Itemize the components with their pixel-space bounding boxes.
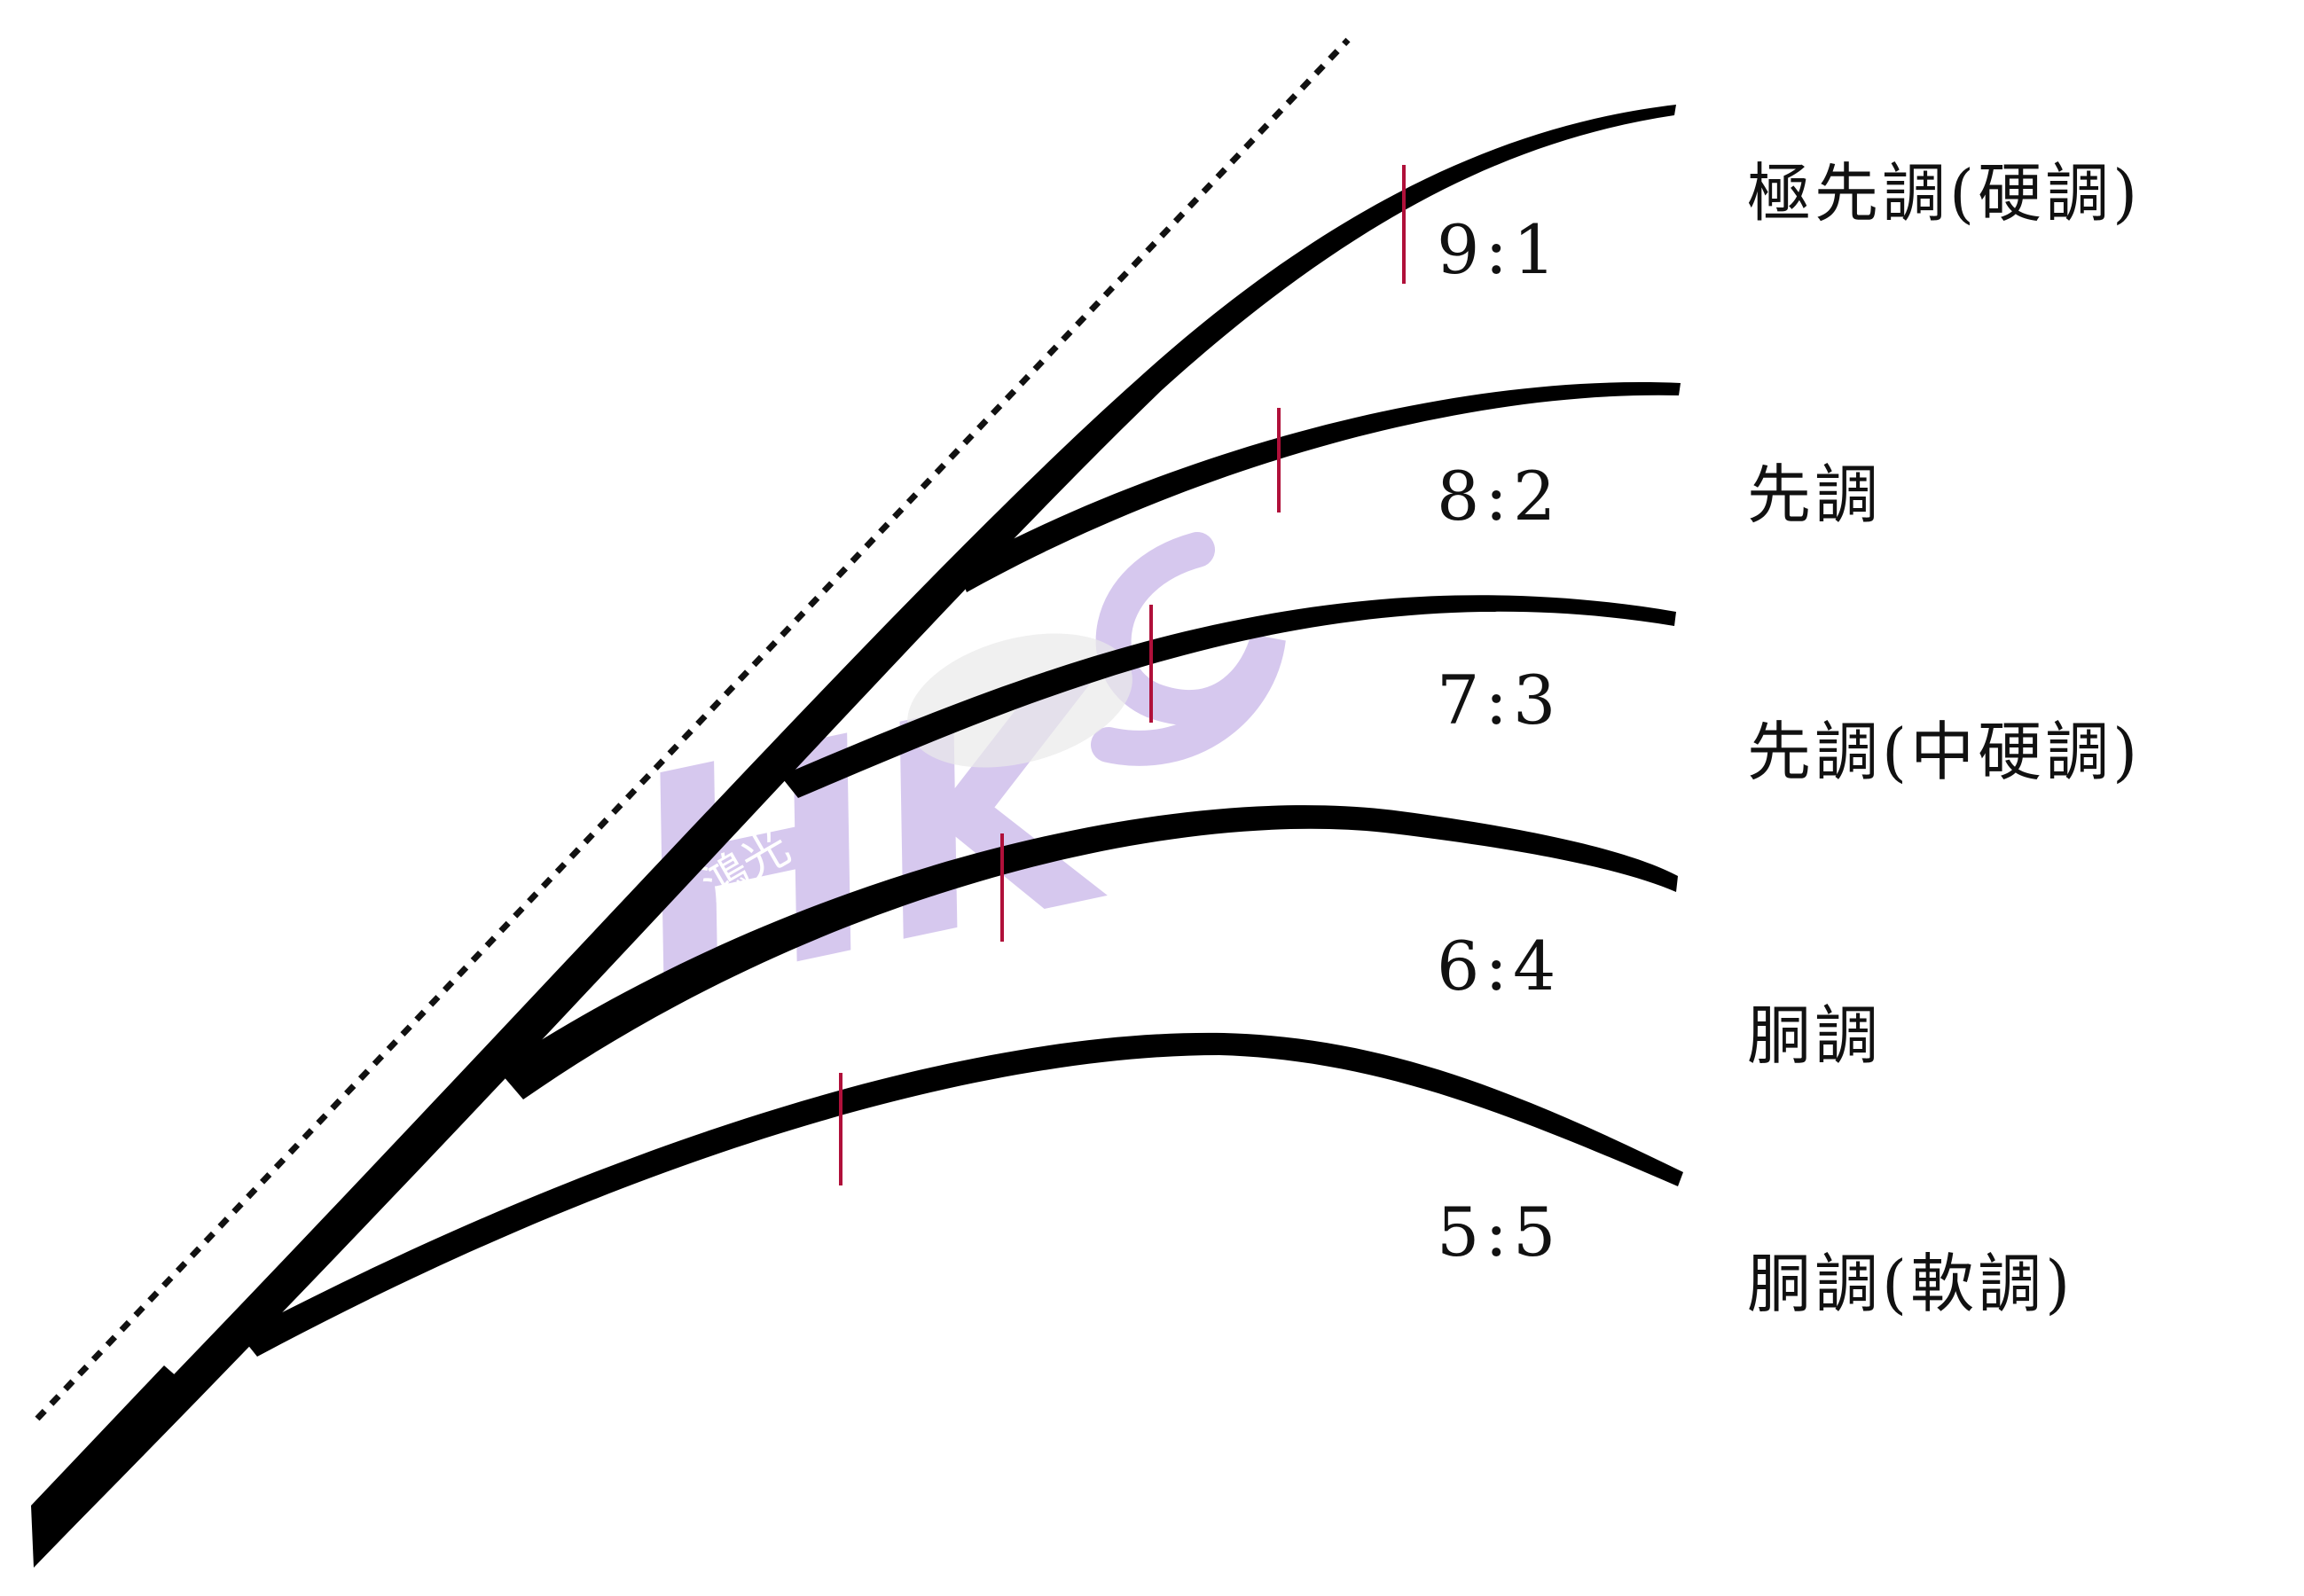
ratio-label-5-5: 5:5 (1437, 1193, 1562, 1271)
ratio-label-8-2: 8:2 (1437, 457, 1562, 536)
action-label-7-3: 先調(中硬調) (1747, 715, 2142, 789)
rod-curve-6-4 (497, 805, 1678, 1099)
rod-curve-7-3 (780, 595, 1676, 798)
action-label-8-2: 先調 (1747, 458, 1883, 532)
watermark-swoosh (1091, 532, 1286, 766)
action-label-9-1: 極先調(硬調) (1747, 156, 2142, 231)
ratio-label-7-3: 7:3 (1437, 661, 1562, 739)
rod-curve-8-2 (958, 382, 1681, 592)
action-label-5-5: 胴調(軟調) (1747, 1247, 2074, 1321)
ratio-label-9-1: 9:1 (1437, 210, 1562, 289)
action-label-6-4: 胴調 (1747, 998, 1883, 1073)
ratio-label-6-4: 6:4 (1437, 927, 1562, 1005)
